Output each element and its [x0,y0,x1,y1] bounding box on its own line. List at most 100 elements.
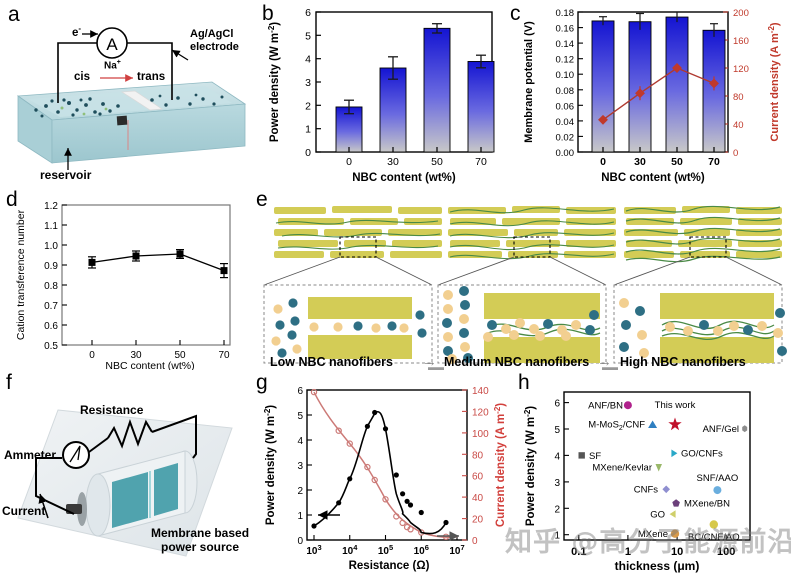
d-ylabel: Cation transference number [15,209,27,340]
svg-text:40: 40 [733,120,744,131]
svg-text:70: 70 [218,350,230,361]
d-line [91,253,225,272]
h-label-bccnfao: BC/CNF/AO [688,532,740,543]
svg-text:0.9: 0.9 [44,261,58,272]
panel-b: b 0 1 2 3 4 5 6 [258,0,506,185]
svg-text:70: 70 [708,156,720,168]
h-label-mmos2cnf: M-MoS2/CNF [588,420,645,433]
svg-text:0.16: 0.16 [556,24,575,35]
panel-f-schematic [17,409,233,557]
c-current-markers [598,63,719,125]
h-xlabel: thickness (μm) [615,559,700,573]
e-caption-arrow-1: → [422,353,437,370]
svg-text:100: 100 [717,546,735,558]
c-ylabel: Membrane potential (V) [523,21,535,143]
h-label-thiswork: This work [655,400,696,411]
svg-text:0: 0 [89,350,95,361]
panel-g: g 0 1 2 3 4 5 6 0 20 40 60 80 100 120 140 [252,370,514,575]
e-caption-high: High NBC nanofibers [620,355,746,369]
svg-text:105: 105 [378,543,393,557]
svg-text:50: 50 [671,156,683,168]
electron-label: e- [72,24,82,39]
b-ytick-6: 6 [305,7,311,19]
svg-text:80: 80 [733,92,744,103]
svg-text:4: 4 [554,451,560,462]
f-current-label: Current [2,504,46,518]
panel-c: c 0.00 0.02 0.04 0.06 0.08 0.10 0.12 0.14 0.16… [506,0,791,185]
d-xlabel: NBC content (wt%) [105,360,194,370]
svg-text:3: 3 [554,478,560,489]
svg-text:0: 0 [297,536,303,547]
svg-text:0: 0 [733,148,738,159]
d-markers [88,250,228,275]
svg-text:30: 30 [130,350,142,361]
svg-text:0.7: 0.7 [44,301,58,312]
h-ylabel: Power density (W m-2) [523,406,537,526]
panel-g-label: g [256,371,268,394]
h-label-anfgel: ANF/Gel [703,424,739,435]
e-group-low [263,206,442,364]
panel-h: h 1 2 3 4 5 6 0.1 1 10 100 [514,370,791,575]
e-caption-medium: Medium NBC nanofibers [444,355,590,369]
svg-text:4: 4 [297,436,303,447]
b-xlabel: NBC content (wt%) [352,172,456,184]
svg-text:1.1: 1.1 [44,221,58,232]
b-bar-3 [467,61,495,153]
svg-text:0: 0 [600,156,606,168]
h-label-gocnfs: GO/CNFs [681,449,723,460]
svg-text:140: 140 [472,386,489,397]
ammeter-letter: A [106,35,118,54]
b-ytick-4: 4 [305,54,311,66]
svg-text:0.18: 0.18 [556,8,575,19]
reservoir-label: reservoir [40,168,92,182]
svg-text:200: 200 [733,8,749,19]
svg-text:0.10: 0.10 [556,70,575,81]
panel-d: d 0.5 0.6 0.7 0.8 0.9 1.0 1.1 1.2 [0,185,252,370]
f-ammeter-label: Ammeter [4,448,57,462]
svg-text:0.8: 0.8 [44,281,58,292]
e-group-medium [437,206,616,364]
svg-text:2: 2 [297,486,303,497]
svg-text:1: 1 [297,511,303,522]
svg-text:80: 80 [472,450,484,461]
svg-text:5: 5 [297,411,303,422]
c-xlabel: NBC content (wt%) [601,172,705,184]
svg-text:50: 50 [174,350,186,361]
panel-h-chart: 1 2 3 4 5 6 0.1 1 10 100 [523,391,751,573]
svg-text:0.06: 0.06 [556,101,575,112]
h-label-mxenekevlar: MXene/Kevlar [592,463,652,474]
panel-d-chart: 0.50.60.7 0.80.91.0 1.11.2 0 30 5 [15,201,231,370]
panel-h-label: h [518,371,530,394]
cis-label: cis [74,71,90,83]
b-ylabel: Power density (W m-2) [267,22,281,142]
svg-text:0.14: 0.14 [556,39,575,50]
f-device-label: Membrane based power source [151,526,250,555]
svg-text:0.04: 0.04 [556,117,575,128]
panel-c-label: c [510,2,521,25]
svg-text:0.02: 0.02 [556,132,575,143]
svg-text:10: 10 [671,546,683,558]
svg-text:0: 0 [472,536,478,547]
c-bar-3 [702,29,726,153]
b-bar-2 [423,27,451,153]
b-ytick-1: 1 [305,124,311,136]
svg-text:106: 106 [414,543,429,557]
panel-e-label: e [256,188,268,211]
svg-text:40: 40 [472,493,484,504]
f-resistance-label: Resistance [80,403,144,417]
h-label-mxenebn: MXene/BN [684,499,730,510]
svg-text:107: 107 [449,543,464,557]
b-xtick-2: 50 [431,156,443,168]
b-xtick-1: 30 [387,156,399,168]
svg-text:2: 2 [554,504,560,515]
c-bar-2 [665,16,689,153]
h-label-sf: SF [589,451,601,462]
g-ylabel: Power density (W m-2) [263,405,277,525]
svg-text:0.1: 0.1 [571,546,586,558]
svg-text:60: 60 [472,472,484,483]
svg-text:1.0: 1.0 [44,241,58,252]
panel-b-chart: 0 1 2 3 4 5 6 [267,7,495,184]
svg-text:0.00: 0.00 [556,148,575,159]
ion-label: Na+ [104,59,121,72]
svg-text:1: 1 [625,546,631,558]
